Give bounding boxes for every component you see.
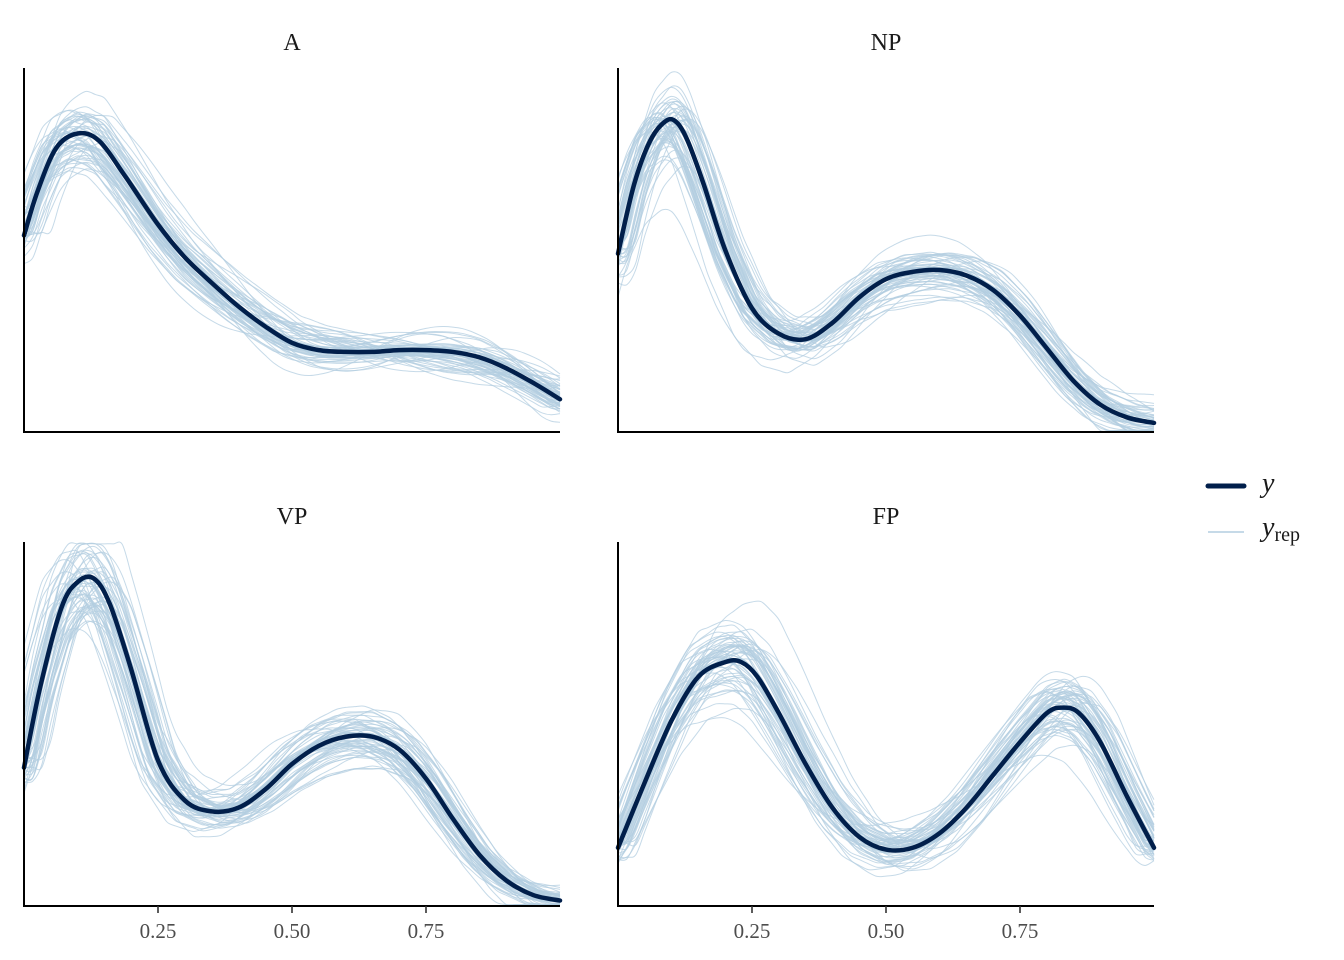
facet-panels: A NP VP 0.25 0.50 0.75 FP 0.25 0.50 0.75: [21, 30, 1157, 943]
yrep-line: [617, 119, 1155, 424]
facet-panel-vp: VP 0.25 0.50 0.75: [21, 504, 563, 943]
yrep-line: [617, 108, 1155, 411]
yrep-line: [617, 679, 1155, 858]
yrep-line: [617, 95, 1155, 396]
yrep-line: [617, 118, 1154, 432]
facet-panel-fp: FP 0.25 0.50 0.75: [615, 504, 1157, 943]
yrep-line: [617, 146, 1155, 428]
x-tick-label: 0.75: [1002, 919, 1039, 943]
yrep-line: [23, 132, 561, 391]
yrep-line: [23, 583, 561, 906]
yrep-line: [617, 674, 1155, 868]
x-tick-label: 0.50: [868, 919, 905, 943]
replicate-lines: [23, 90, 561, 423]
yrep-line: [23, 114, 561, 393]
yrep-line: [617, 717, 1155, 866]
yrep-line: [617, 113, 1155, 425]
yrep-line: [617, 654, 1155, 862]
yrep-line: [23, 146, 561, 395]
yrep-line: [23, 113, 561, 407]
yrep-line: [617, 643, 1155, 840]
yrep-line: [23, 569, 561, 906]
facet-panel-np: NP: [615, 30, 1157, 433]
x-tick-label: 0.50: [274, 919, 311, 943]
yrep-line: [23, 90, 561, 395]
yrep-line: [617, 676, 1155, 858]
yrep-line: [617, 635, 1155, 844]
yrep-line: [617, 159, 1155, 424]
x-tick-label: 0.25: [734, 919, 771, 943]
yrep-line: [23, 583, 560, 906]
replicate-lines: [617, 71, 1155, 432]
yrep-line: [23, 144, 561, 379]
replicate-lines: [617, 600, 1155, 878]
yrep-line: [617, 111, 1155, 431]
yrep-line: [23, 166, 561, 408]
yrep-line: [617, 631, 1155, 878]
yrep-line: [617, 634, 1155, 842]
yrep-line: [23, 593, 561, 888]
legend-label-y: y: [1259, 468, 1275, 499]
x-tick-label: 0.25: [140, 919, 177, 943]
yrep-line: [23, 170, 561, 404]
facet-panel-a: A: [21, 30, 563, 433]
yrep-line: [23, 582, 561, 901]
legend: y yrep: [1205, 468, 1300, 546]
facet-title: VP: [277, 504, 308, 530]
legend-label-yrep: yrep: [1259, 512, 1300, 546]
yrep-line: [23, 135, 561, 398]
yrep-line: [617, 651, 1155, 850]
yrep-line: [23, 140, 561, 401]
facet-title: FP: [873, 504, 900, 530]
y-observed-line: [21, 574, 563, 903]
yrep-line: [617, 118, 1155, 432]
yrep-line: [617, 600, 1155, 850]
yrep-line: [617, 131, 1155, 410]
yrep-line: [617, 118, 1155, 430]
yrep-line: [23, 576, 561, 897]
yrep-line: [617, 646, 1155, 842]
yrep-line: [23, 132, 561, 403]
yrep-line: [617, 128, 1155, 424]
y-observed-line: [615, 658, 1157, 853]
y-observed-line: [615, 116, 1157, 426]
yrep-line: [23, 131, 561, 394]
yrep-line: [617, 703, 1155, 864]
yrep-line: [617, 71, 1155, 409]
yrep-line: [23, 132, 561, 387]
facet-title: A: [283, 30, 301, 56]
yrep-line: [23, 162, 561, 423]
yrep-line: [617, 105, 1155, 423]
y-observed-line: [21, 130, 563, 402]
yrep-line: [23, 628, 561, 903]
yrep-line: [23, 552, 561, 900]
facet-title: NP: [871, 30, 902, 56]
yrep-line: [617, 648, 1155, 859]
x-tick-label: 0.75: [408, 919, 445, 943]
yrep-line: [617, 690, 1155, 850]
yrep-line: [617, 683, 1155, 868]
